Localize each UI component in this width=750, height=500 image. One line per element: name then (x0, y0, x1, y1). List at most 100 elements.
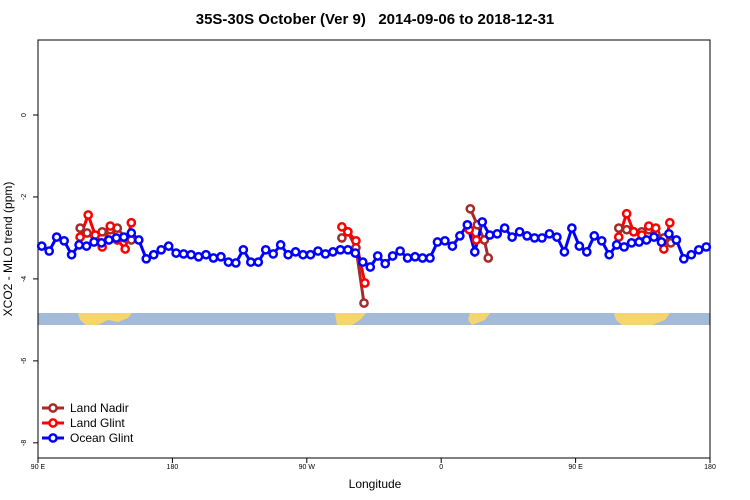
series-line (40, 217, 707, 270)
land-patch (335, 313, 366, 325)
data-point (75, 232, 85, 242)
data-point (253, 257, 264, 267)
data-point (245, 257, 256, 267)
data-point (619, 242, 629, 252)
data-point (328, 247, 338, 257)
data-point (649, 232, 659, 242)
legend-marker (48, 418, 58, 428)
data-point (529, 233, 540, 243)
data-point (335, 244, 346, 255)
x-tick-label: 0 (439, 464, 443, 471)
data-point (89, 237, 99, 247)
data-point (156, 244, 167, 255)
data-point (469, 247, 480, 257)
data-point (238, 244, 249, 255)
data-point (395, 246, 405, 256)
y-tick-label: -2 (21, 194, 28, 200)
legend-label: Ocean Glint (70, 431, 134, 445)
data-point (275, 240, 286, 250)
x-tick-label: 90 W (299, 464, 316, 471)
x-tick-label: 90 E (31, 464, 46, 471)
data-point (701, 242, 712, 252)
chart-title: 35S-30S October (Ver 9) 2014-09-06 to 20… (196, 11, 555, 28)
data-point (559, 247, 570, 257)
data-point (522, 231, 532, 241)
data-point (81, 241, 92, 251)
data-point (337, 233, 347, 243)
data-point (163, 241, 174, 251)
data-point (44, 246, 55, 256)
data-point (693, 244, 704, 255)
data-point (283, 249, 293, 260)
data-point (126, 228, 137, 238)
data-point (492, 228, 503, 239)
data-point (686, 249, 697, 260)
data-point (484, 230, 495, 240)
data-point (119, 232, 129, 242)
y-tick-label: 0 (21, 113, 28, 117)
legend-label: Land Glint (70, 416, 125, 430)
data-point (417, 253, 428, 263)
land-patch (468, 313, 490, 325)
legend-label: Land Nadir (70, 401, 129, 415)
data-point (148, 249, 159, 260)
ocean-strip (38, 313, 710, 325)
legend-marker (48, 433, 58, 443)
data-point (260, 244, 271, 255)
data-point (343, 244, 353, 255)
plot-frame (37, 39, 711, 459)
data-point (425, 253, 435, 263)
data-point (51, 232, 62, 242)
data-point (337, 222, 347, 232)
data-point (74, 240, 84, 250)
data-point (626, 238, 637, 248)
data-point (186, 249, 196, 260)
data-point (604, 249, 615, 260)
y-tick-label: -4 (21, 276, 28, 282)
legend-marker (48, 403, 58, 413)
data-point (477, 217, 488, 227)
data-point (544, 228, 555, 239)
data-point (581, 247, 592, 257)
data-point (664, 217, 675, 228)
data-point (193, 251, 204, 262)
data-point (514, 226, 525, 237)
data-point (387, 251, 398, 261)
x-tick-label: 180 (167, 464, 179, 471)
data-point (66, 249, 77, 260)
data-point (313, 246, 323, 256)
data-point (231, 258, 241, 268)
data-point (104, 235, 114, 245)
data-point (650, 223, 661, 233)
data-point (574, 241, 585, 251)
data-point (360, 278, 370, 288)
data-point (380, 258, 391, 269)
data-point (359, 298, 369, 308)
land-patch (614, 313, 670, 325)
data-point (59, 235, 69, 246)
data-point (83, 210, 94, 220)
data-point (216, 251, 226, 262)
data-point (471, 235, 482, 245)
data-point (357, 257, 368, 267)
data-point (305, 249, 316, 260)
data-point (447, 241, 458, 251)
x-axis-label: Longitude (349, 477, 402, 491)
data-point (613, 223, 624, 233)
x-tick-label: 90 E (568, 464, 583, 471)
data-point (96, 238, 107, 248)
data-point (223, 257, 234, 267)
data-point (589, 231, 600, 241)
data-point (178, 249, 189, 259)
data-point (621, 208, 632, 219)
data-point (111, 233, 122, 243)
data-point (343, 226, 353, 237)
data-point (462, 219, 473, 230)
data-point (671, 235, 682, 245)
data-point (82, 228, 92, 238)
data-point (298, 249, 308, 260)
data-point (75, 223, 85, 233)
data-point (268, 249, 279, 259)
